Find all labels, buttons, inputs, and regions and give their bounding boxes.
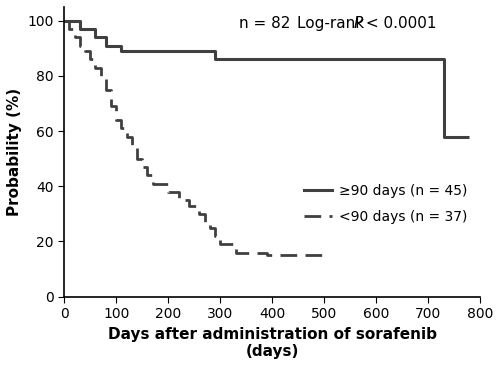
Legend: ≥90 days (n = 45), <90 days (n = 37): ≥90 days (n = 45), <90 days (n = 37) [298, 178, 473, 230]
Text: n = 82: n = 82 [239, 16, 290, 31]
Text: P: P [353, 16, 362, 31]
Y-axis label: Probability (%): Probability (%) [7, 88, 22, 216]
X-axis label: Days after administration of sorafenib
(days): Days after administration of sorafenib (… [108, 327, 436, 359]
Text: Log-rank: Log-rank [297, 16, 369, 31]
Text: < 0.0001: < 0.0001 [362, 16, 437, 31]
